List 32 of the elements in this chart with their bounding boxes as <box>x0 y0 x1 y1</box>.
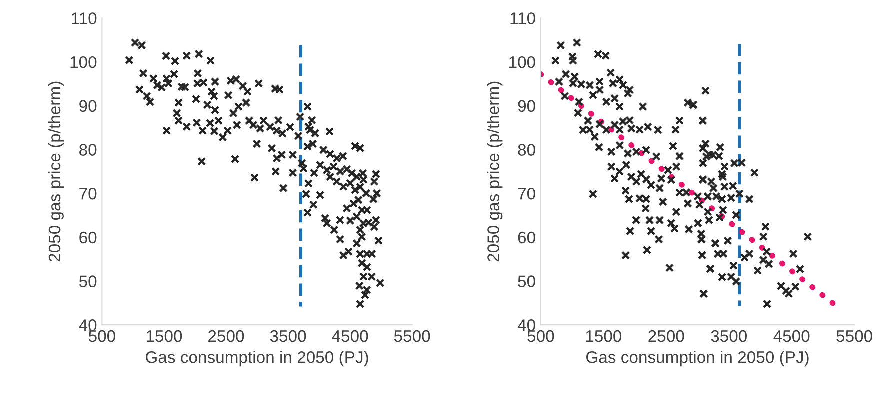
y-tick-label: 70 <box>518 188 536 200</box>
y-tick-label: 50 <box>518 276 536 288</box>
x-tick-label: 1500 <box>586 330 622 342</box>
y-tick-label: 70 <box>80 188 97 200</box>
y-tick-label: 110 <box>72 12 97 24</box>
x-tick-label: 3500 <box>711 330 748 342</box>
y-axis-title: 2050 gas price (p/therm) <box>487 82 503 262</box>
x-axis-title: Gas consumption in 2050 (PJ) <box>146 351 368 367</box>
y-axis-title: 2050 gas price (p/therm) <box>48 82 64 262</box>
x-tick-label: 3500 <box>270 330 306 342</box>
y-tick-label: 60 <box>80 232 97 244</box>
y-tick-label: 100 <box>70 56 97 68</box>
y-tick-label: 80 <box>80 144 97 156</box>
y-tick-label: 60 <box>518 232 536 244</box>
x-tick-label: 5500 <box>836 330 872 342</box>
x-tick-label: 1500 <box>146 330 182 342</box>
y-tick-label: 110 <box>510 12 536 24</box>
y-tick-label: 40 <box>518 320 536 332</box>
y-tick-label: 90 <box>518 100 536 112</box>
x-tick-label: 2500 <box>208 330 244 342</box>
y-tick-label: 90 <box>80 100 97 112</box>
x-tick-label: 500 <box>528 330 554 342</box>
x-tick-label: 4500 <box>774 330 810 342</box>
x-tick-label: 500 <box>88 330 116 342</box>
y-tick-label: 40 <box>79 320 97 332</box>
x-axis-title: Gas consumption in 2050 (PJ) <box>586 351 809 367</box>
y-tick-label: 80 <box>518 144 536 156</box>
x-tick-label: 4500 <box>332 330 368 342</box>
x-tick-label: 2500 <box>648 330 684 342</box>
y-tick-label: 50 <box>79 276 97 288</box>
x-tick-label: 5500 <box>394 330 430 342</box>
y-tick-label: 100 <box>510 56 536 68</box>
